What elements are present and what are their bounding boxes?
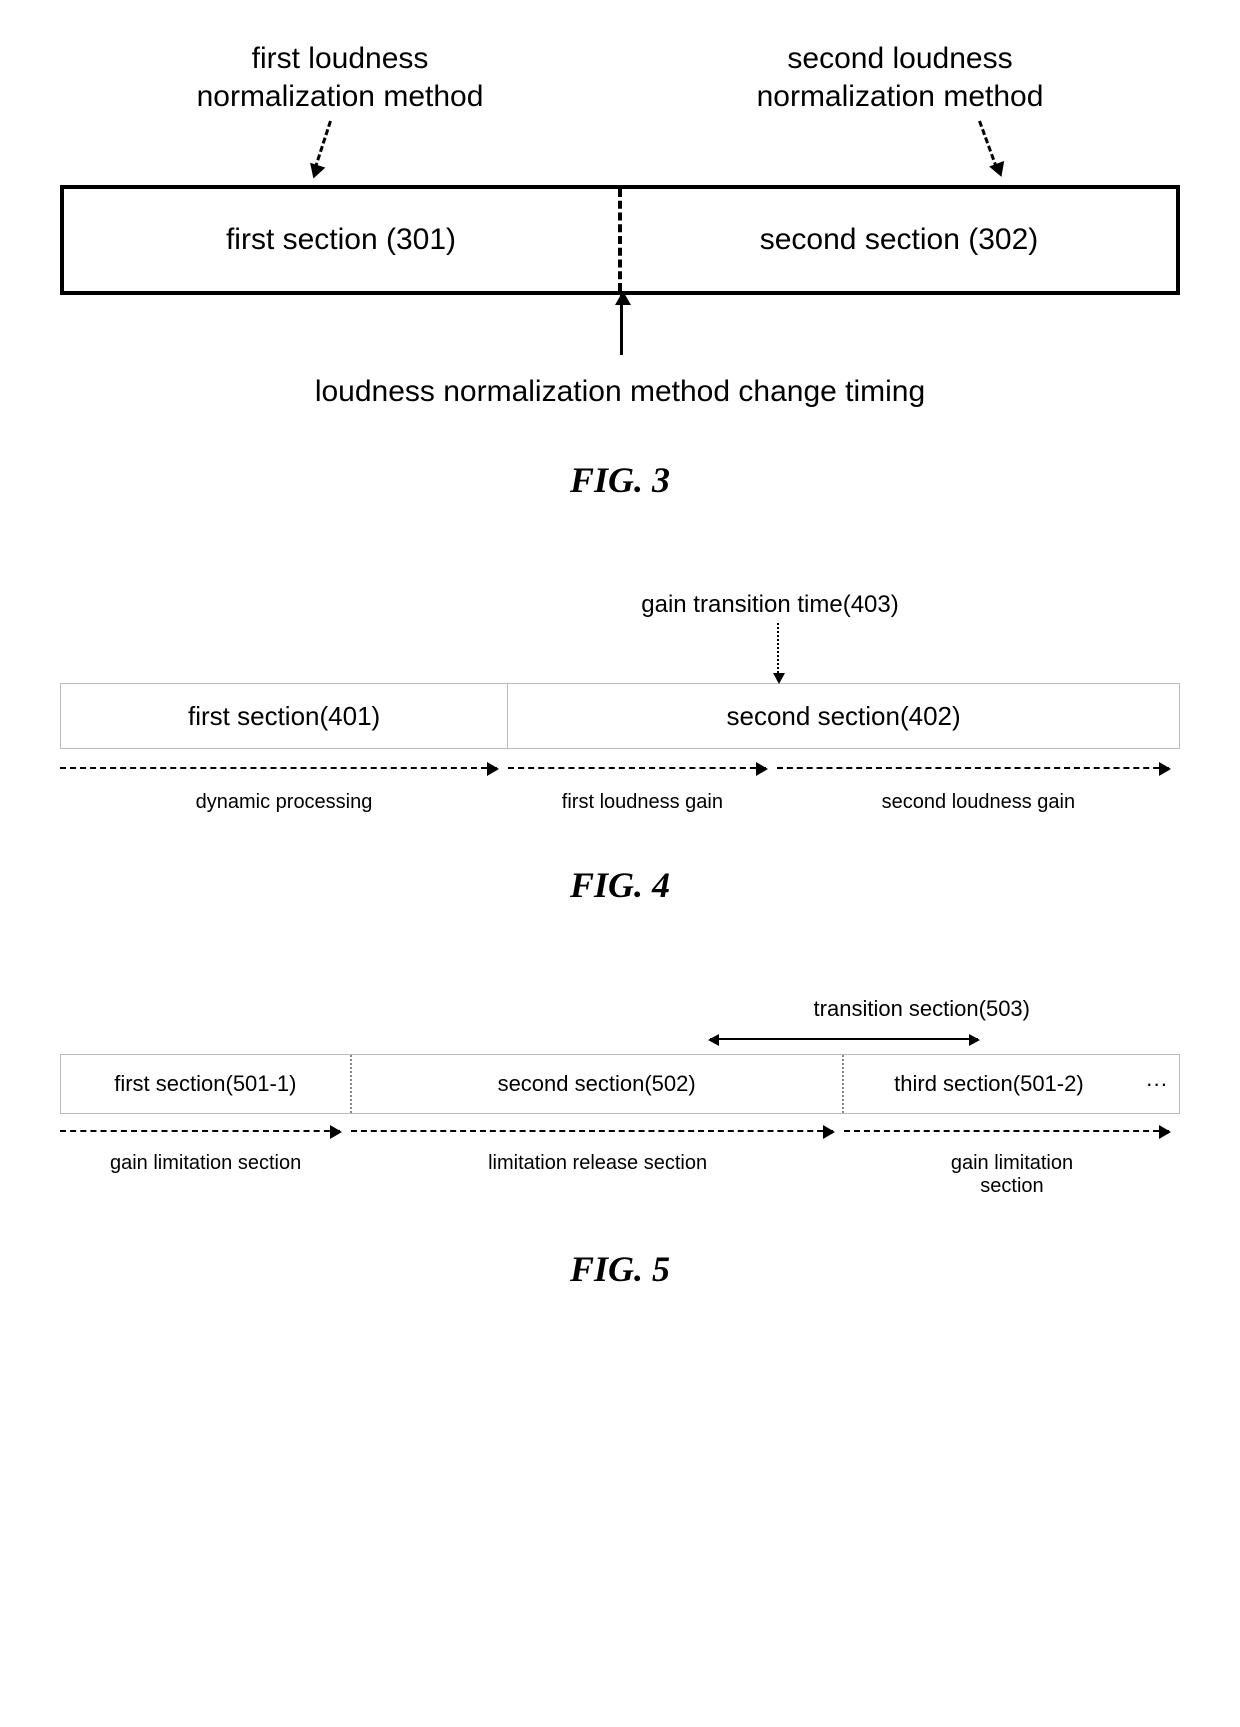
fig4-arrow-label-2: first loudness gain <box>508 791 777 814</box>
fig3-label-left: first loudness normalization method <box>60 40 620 115</box>
fig5-double-arrow-icon <box>710 1038 979 1040</box>
fig4-arrow-row <box>60 755 1180 785</box>
fig3-arrow-right-icon <box>978 120 998 168</box>
fig3-arrow-left-icon <box>313 121 331 169</box>
fig4-cell-left: first section(401) <box>61 684 508 748</box>
fig4-caption: FIG. 4 <box>60 864 1180 906</box>
fig5-cell-3: third section(501-2) <box>844 1055 1135 1113</box>
fig4-arrow-down-icon <box>777 623 779 677</box>
fig5-arrow-label-3: gain limitation section <box>844 1152 1180 1198</box>
fig3-label-right: second loudness normalization method <box>620 40 1180 115</box>
fig3-cell-left: first section (301) <box>64 189 618 291</box>
fig4-cell-right: second section(402) <box>508 684 1179 748</box>
fig4-arrow-label-1: dynamic processing <box>60 791 508 814</box>
fig5-box: first section(501-1) second section(502)… <box>60 1054 1180 1114</box>
fig4-top-label: gain transition time(403) <box>360 591 1180 619</box>
fig5-cell-2: second section(502) <box>352 1055 844 1113</box>
fig5-trailing-dots: ··· <box>1134 1055 1179 1113</box>
fig3-cell-right: second section (302) <box>622 189 1176 291</box>
fig5-arrow-1-icon <box>60 1130 340 1132</box>
fig5-cell-1: first section(501-1) <box>61 1055 352 1113</box>
fig3-arrow-up-icon <box>620 295 623 355</box>
fig5-caption: FIG. 5 <box>60 1248 1180 1290</box>
fig4-arrow-2-icon <box>508 767 766 769</box>
figure-5: transition section(503) first section(50… <box>60 996 1180 1290</box>
figure-3: first loudness normalization method seco… <box>60 40 1180 501</box>
fig5-top-label: transition section(503) <box>60 996 1030 1022</box>
figure-4: gain transition time(403) first section(… <box>60 591 1180 906</box>
fig3-bottom-label: loudness normalization method change tim… <box>60 375 1180 409</box>
fig5-arrow-3-icon <box>844 1130 1169 1132</box>
fig3-top-labels: first loudness normalization method seco… <box>60 40 1180 115</box>
fig4-arrow-1-icon <box>60 767 497 769</box>
fig5-label-row: gain limitation section limitation relea… <box>60 1152 1180 1198</box>
fig4-arrow-label-3: second loudness gain <box>777 791 1180 814</box>
fig3-caption: FIG. 3 <box>60 459 1180 501</box>
fig3-box: first section (301) second section (302) <box>60 185 1180 295</box>
fig4-label-row: dynamic processing first loudness gain s… <box>60 791 1180 814</box>
fig5-transition-arrow <box>60 1026 1180 1054</box>
fig5-arrow-label-1: gain limitation section <box>60 1152 351 1198</box>
fig4-box: first section(401) second section(402) <box>60 683 1180 749</box>
fig3-top-arrows <box>60 121 1180 181</box>
fig4-top-arrow <box>60 623 1180 683</box>
fig4-arrow-3-icon <box>777 767 1169 769</box>
fig5-arrow-row <box>60 1118 1180 1148</box>
fig5-arrow-2-icon <box>351 1130 833 1132</box>
fig3-bottom-arrow <box>60 295 1180 365</box>
fig5-arrow-label-2: limitation release section <box>351 1152 844 1198</box>
